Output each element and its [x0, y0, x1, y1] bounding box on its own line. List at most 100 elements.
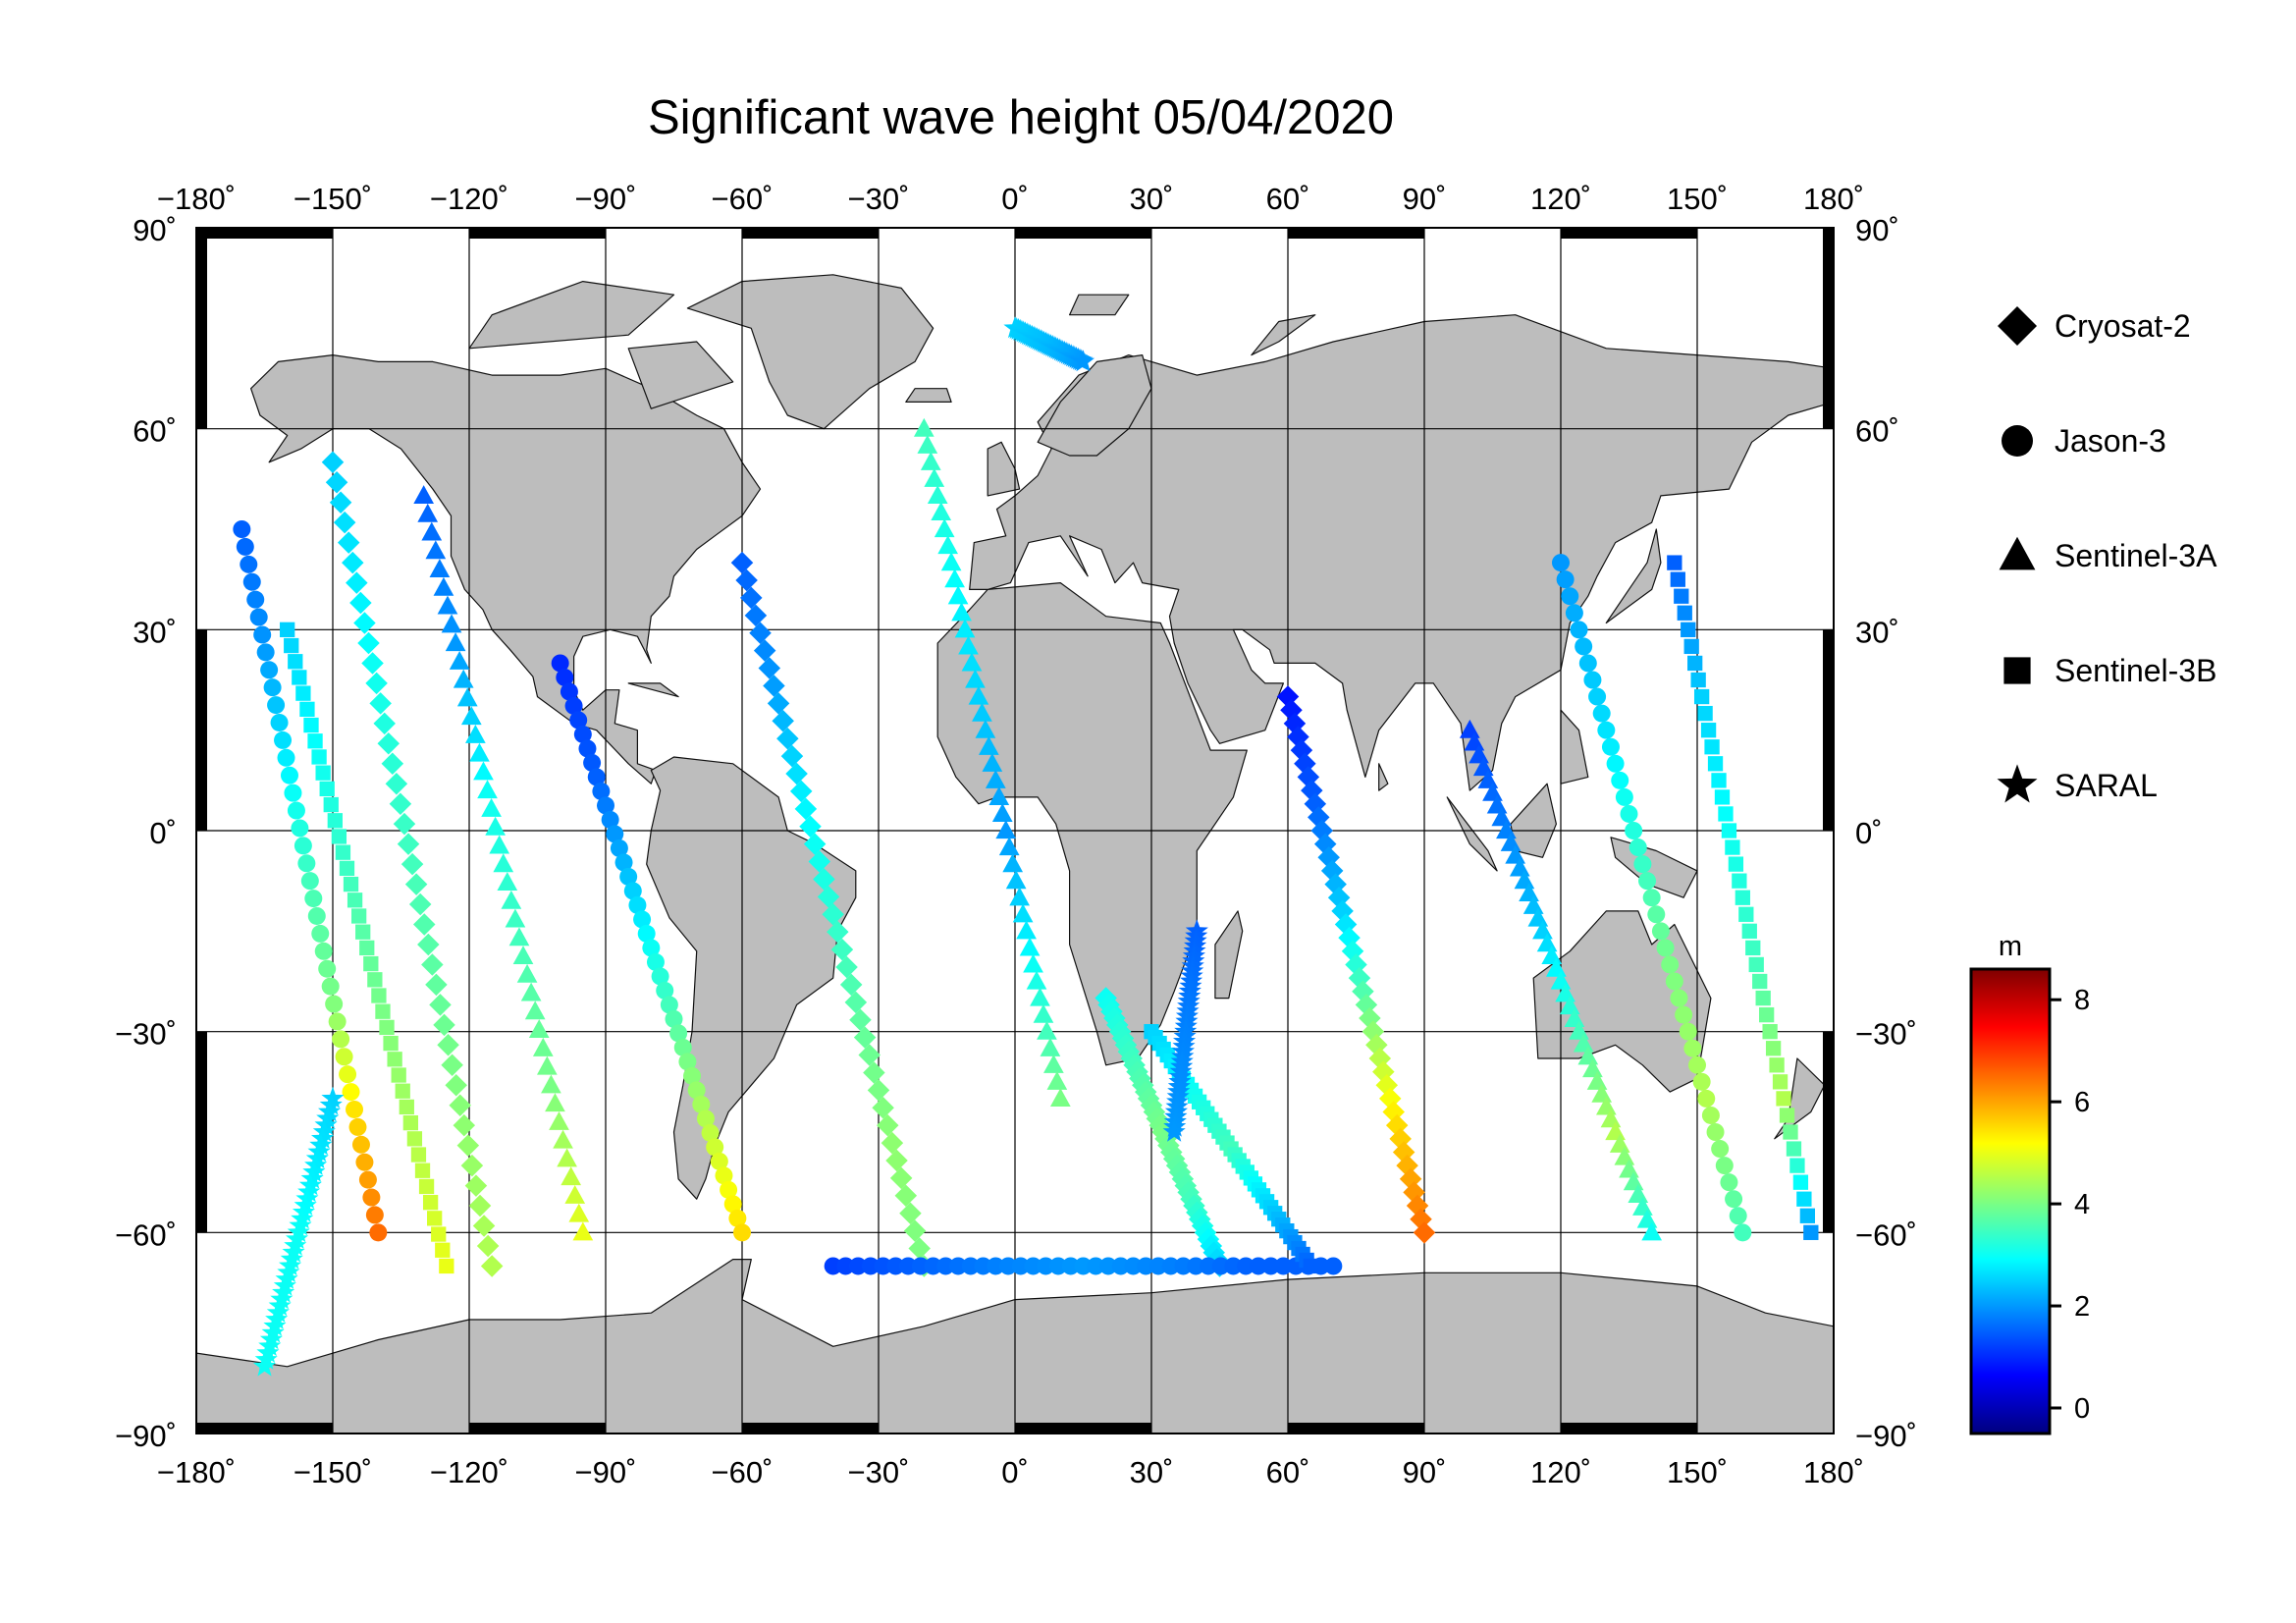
- track-point: [1721, 823, 1737, 839]
- track-point: [284, 1233, 307, 1256]
- track-point: [294, 837, 312, 855]
- track-point: [1693, 688, 1710, 705]
- track-point: [351, 1135, 370, 1154]
- track-point: [1701, 1106, 1720, 1124]
- track-point: [342, 1083, 360, 1102]
- track-point: [733, 1223, 751, 1242]
- track-point: [1661, 955, 1680, 974]
- track-point: [987, 1257, 1005, 1275]
- track-point: [753, 639, 776, 662]
- track-point: [1098, 1257, 1117, 1275]
- track-point: [573, 725, 592, 743]
- track-point: [1575, 637, 1593, 656]
- track-point: [710, 1152, 728, 1170]
- track-point: [355, 924, 371, 940]
- track-point: [1745, 940, 1761, 956]
- track-point: [982, 752, 1003, 772]
- track-point: [899, 1257, 918, 1275]
- track-point: [1748, 956, 1764, 973]
- track-point: [1565, 604, 1583, 622]
- track-point: [1606, 754, 1625, 773]
- track-point: [1625, 822, 1643, 839]
- track-point: [556, 668, 574, 686]
- track-point: [799, 815, 822, 838]
- track-point: [1799, 1208, 1816, 1223]
- track-point: [1615, 787, 1633, 806]
- track-point: [1725, 839, 1740, 855]
- track-point: [272, 1280, 295, 1303]
- track-point: [1776, 1091, 1791, 1107]
- track-point: [988, 786, 1010, 805]
- track-point: [422, 1194, 439, 1211]
- track-point: [418, 1178, 435, 1195]
- frame-bar-right: [1823, 629, 1834, 831]
- lon-tick-label-top: 90˚: [1403, 182, 1447, 216]
- track-point: [363, 955, 379, 972]
- land-north-america: [250, 354, 762, 784]
- track-point: [541, 1074, 561, 1094]
- track-point: [1707, 756, 1724, 772]
- track-point: [1046, 1071, 1068, 1090]
- track-point: [299, 701, 315, 717]
- track-point: [545, 1093, 565, 1112]
- land-baffin-island: [627, 341, 734, 409]
- track-point: [1783, 1124, 1798, 1140]
- track-point: [395, 1083, 410, 1099]
- track-point: [268, 1294, 292, 1317]
- lon-tick-label-bottom: −150˚: [294, 1455, 372, 1489]
- track-point: [1037, 1020, 1057, 1040]
- track-point: [259, 1327, 283, 1350]
- frame-bar-left: [196, 629, 207, 831]
- track-point: [417, 933, 440, 956]
- track-point: [1714, 789, 1731, 805]
- track-point: [274, 730, 293, 749]
- track-point: [263, 1314, 287, 1336]
- track-point: [965, 669, 986, 688]
- track-point: [899, 1202, 922, 1224]
- track-point: [673, 1038, 692, 1056]
- track-point: [1049, 1257, 1068, 1275]
- track-point: [1715, 1157, 1734, 1175]
- track-point: [839, 973, 863, 997]
- track-point: [1162, 1119, 1186, 1142]
- track-point: [623, 882, 642, 900]
- track-point: [437, 595, 458, 615]
- track-point: [417, 503, 439, 522]
- track-point: [300, 1166, 324, 1189]
- lat-tick-label-right: 0˚: [1855, 816, 1883, 850]
- track-point: [808, 850, 831, 873]
- track-point: [758, 657, 781, 679]
- track-point: [1789, 1158, 1805, 1173]
- track-point: [1641, 1221, 1663, 1241]
- frame-bar-left: [196, 1031, 207, 1233]
- track-point: [1706, 1123, 1725, 1141]
- track-point: [383, 1035, 399, 1052]
- track-point: [427, 1211, 443, 1226]
- lon-tick-label-top: 150˚: [1667, 182, 1728, 216]
- track-point: [1324, 1257, 1343, 1275]
- colorbar-gradient: [1969, 967, 2052, 1435]
- track-point: [240, 555, 258, 573]
- lon-tick-label-top: 0˚: [1001, 182, 1029, 216]
- frame-bar-bottom: [1288, 1423, 1424, 1434]
- track-point: [1697, 705, 1713, 722]
- lon-tick-label-top: −30˚: [848, 182, 910, 216]
- track-point: [439, 1258, 454, 1274]
- track-point: [1597, 721, 1616, 739]
- legend-label: Cryosat-2: [2055, 308, 2191, 344]
- track-point: [1688, 1055, 1706, 1074]
- track-point: [373, 712, 396, 735]
- track-point: [346, 1100, 364, 1118]
- frame-bar-bottom: [1015, 1423, 1151, 1434]
- track-point: [924, 1257, 942, 1275]
- track-point: [908, 1237, 931, 1260]
- track-point: [307, 733, 323, 749]
- track-point: [1670, 571, 1685, 587]
- track-point: [421, 953, 444, 976]
- track-point: [273, 1273, 296, 1296]
- track-point: [824, 1257, 842, 1275]
- track-point: [433, 576, 454, 596]
- track-point: [311, 749, 327, 765]
- track-point: [1561, 587, 1579, 606]
- track-point: [1211, 1257, 1230, 1275]
